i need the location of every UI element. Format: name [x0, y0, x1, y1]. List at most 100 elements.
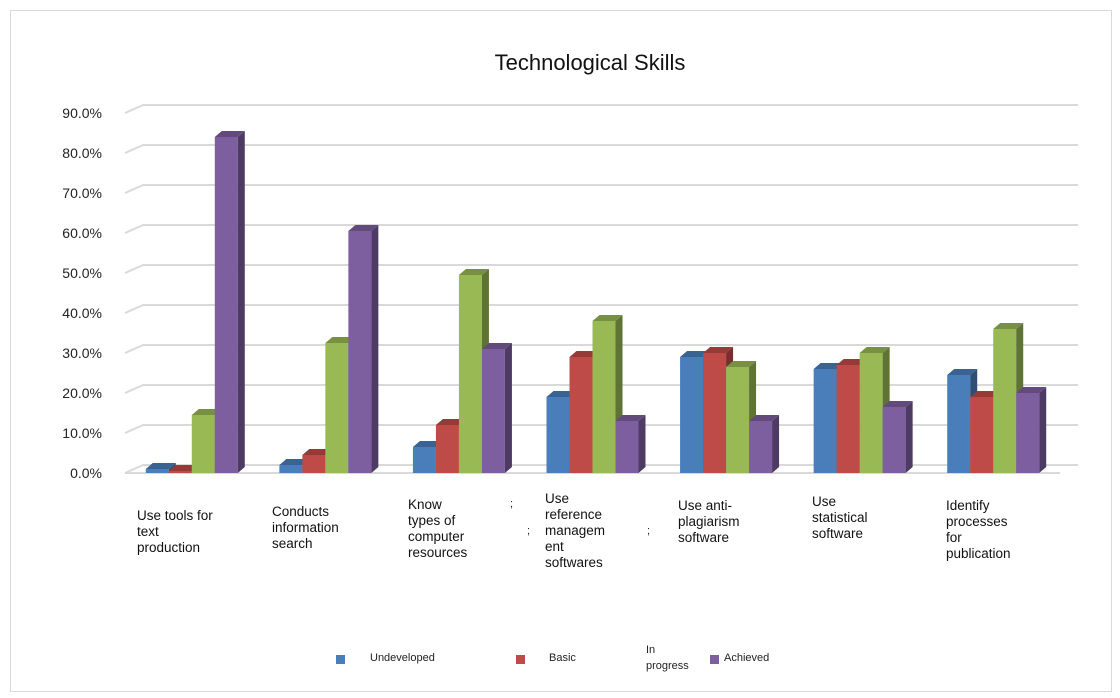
bar — [1016, 387, 1047, 473]
bar-front — [569, 357, 593, 473]
bar-front — [615, 421, 639, 473]
bar-side — [1039, 387, 1047, 473]
bar-front — [348, 231, 372, 473]
bar-top — [412, 441, 443, 447]
bar-top — [749, 415, 780, 421]
bar-top — [302, 449, 333, 455]
bar-front — [214, 137, 238, 473]
x-category-label: Conducts information search — [272, 504, 339, 551]
legend-swatch — [336, 655, 345, 664]
bar — [749, 415, 780, 473]
gridline-depth — [124, 384, 144, 394]
bar-top — [836, 359, 867, 365]
legend-label: Basic — [549, 652, 576, 664]
chart-title: Technological Skills — [495, 50, 686, 75]
bar-front — [458, 275, 482, 473]
bar-top — [680, 351, 711, 357]
bar-front — [680, 357, 704, 473]
gridline-depth — [124, 224, 144, 234]
gridline-depth — [124, 144, 144, 154]
bar-top — [569, 351, 600, 357]
gridline-depth — [124, 424, 144, 434]
legend-label: Undeveloped — [370, 652, 435, 664]
bar-front — [279, 465, 303, 473]
x-category-label: Use reference managem ent softwares — [545, 491, 606, 570]
bar-front — [145, 469, 169, 473]
bar-top — [325, 337, 356, 343]
y-tick-label: 40.0% — [62, 305, 102, 321]
gridline-depth — [124, 344, 144, 354]
chart-frame — [10, 10, 1112, 692]
bars — [145, 131, 1047, 473]
bar-front — [481, 349, 505, 473]
bar-front — [546, 397, 570, 473]
y-tick-label: 10.0% — [62, 425, 102, 441]
bar-front — [435, 425, 459, 473]
bar-side — [772, 415, 780, 473]
gridline-depth — [124, 184, 144, 194]
y-tick-label: 0.0% — [70, 465, 102, 481]
stray-mark: ; — [527, 525, 531, 537]
bar-top — [546, 391, 577, 397]
y-axis-ticks: 0.0% 10.0% 20.0% 30.0% 40.0% 50.0% 60.0% 70.0% 8… — [62, 105, 102, 481]
gridline-depth — [124, 464, 144, 474]
bar-front — [703, 353, 727, 473]
bar-top — [947, 369, 978, 375]
bar-top — [615, 415, 646, 421]
stray-mark: ; — [647, 525, 651, 537]
x-category-label: Use anti- plagiarism software — [678, 498, 740, 545]
bar-front — [302, 455, 326, 473]
bar-front — [325, 343, 349, 473]
bar-top — [168, 465, 199, 471]
y-tick-label: 20.0% — [62, 385, 102, 401]
legend-swatch — [710, 655, 719, 664]
bar-front — [947, 375, 971, 473]
bar-front — [168, 471, 192, 473]
bar-top — [859, 347, 890, 353]
bar-front — [592, 321, 616, 473]
bar-side — [371, 225, 379, 473]
bar-top — [214, 131, 245, 137]
bar-front — [749, 421, 773, 473]
bar-top — [279, 459, 310, 465]
bar — [882, 401, 913, 473]
bar-side — [638, 415, 646, 473]
bar-top — [703, 347, 734, 353]
y-tick-label: 70.0% — [62, 185, 102, 201]
bar-top — [458, 269, 489, 275]
bar-front — [993, 329, 1017, 473]
gridline-depth — [124, 104, 144, 114]
gridline-depth — [124, 264, 144, 274]
bar-front — [882, 407, 906, 473]
y-tick-label: 90.0% — [62, 105, 102, 121]
bar-side — [237, 131, 245, 473]
bar-top — [993, 323, 1024, 329]
bar — [592, 315, 623, 473]
bar-top — [726, 361, 757, 367]
legend-swatch — [516, 655, 525, 664]
y-tick-label: 60.0% — [62, 225, 102, 241]
bar — [615, 415, 646, 473]
x-category-label: Identify processes for publication — [946, 498, 1011, 561]
stray-mark: ; — [510, 498, 514, 510]
bar-top — [592, 315, 623, 321]
bar-front — [726, 367, 750, 473]
bar-front — [836, 365, 860, 473]
x-category-label: Use statistical software — [812, 494, 868, 541]
bar-top — [481, 343, 512, 349]
bar-top — [970, 391, 1001, 397]
legend-label: In progress — [646, 644, 689, 672]
bar-front — [970, 397, 994, 473]
bar — [348, 225, 379, 473]
bar — [214, 131, 245, 473]
y-tick-label: 50.0% — [62, 265, 102, 281]
gridline-depth — [124, 304, 144, 314]
bar-top — [882, 401, 913, 407]
bar — [481, 343, 512, 473]
bar-front — [191, 415, 215, 473]
bar-front — [412, 447, 436, 473]
x-category-label: Use tools for text production — [137, 508, 213, 555]
bar-top — [191, 409, 222, 415]
legend-label: Achieved — [724, 652, 770, 664]
bar-front — [1016, 393, 1040, 473]
